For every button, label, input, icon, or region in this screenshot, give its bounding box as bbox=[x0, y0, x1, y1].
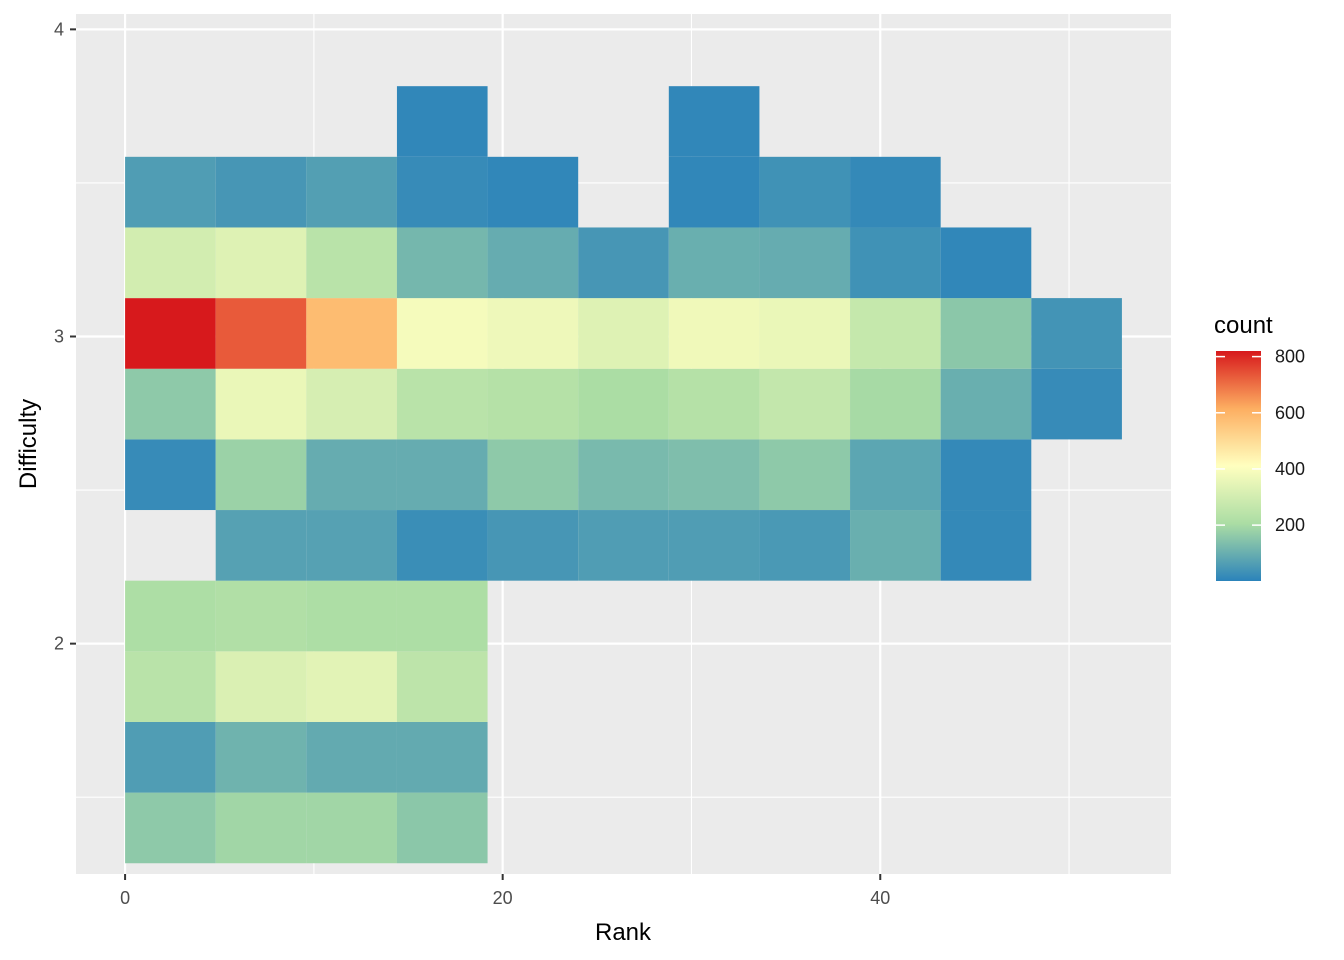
heatmap-cell bbox=[759, 156, 851, 228]
heatmap-cell bbox=[487, 227, 579, 299]
heatmap-cell bbox=[668, 227, 760, 299]
heatmap-cell bbox=[668, 298, 760, 369]
heatmap-cell bbox=[215, 368, 307, 440]
legend-tick-label: 400 bbox=[1275, 459, 1305, 479]
y-axis-title: Difficulty bbox=[15, 399, 42, 489]
heatmap-cell bbox=[306, 368, 397, 440]
heatmap-cell bbox=[396, 156, 488, 228]
x-tick-label: 40 bbox=[870, 888, 890, 908]
heatmap-cell bbox=[215, 510, 307, 581]
heatmap-cell bbox=[487, 368, 579, 440]
heatmap-cell bbox=[668, 156, 760, 228]
heatmap-cell bbox=[125, 368, 216, 440]
y-axis: 2 3 4 bbox=[54, 19, 76, 654]
heatmap-cell bbox=[125, 721, 216, 793]
x-axis-title: Rank bbox=[595, 919, 652, 946]
heatmap-cell bbox=[396, 368, 488, 440]
heatmap-cell bbox=[850, 156, 941, 228]
heatmap-cell bbox=[396, 580, 488, 652]
heatmap-cell bbox=[940, 298, 1032, 369]
heatmap-cell bbox=[215, 651, 307, 722]
heatmap-cell bbox=[668, 86, 760, 157]
heatmap-cell bbox=[215, 580, 307, 652]
heatmap-cell bbox=[396, 86, 488, 157]
heatmap-cell bbox=[487, 439, 579, 511]
legend-tick-label: 600 bbox=[1275, 403, 1305, 423]
heatmap-cell bbox=[125, 792, 216, 864]
legend: count 200 400 600 800 bbox=[1214, 312, 1305, 581]
heatmap-cell bbox=[850, 298, 941, 369]
heatmap-cell bbox=[759, 510, 851, 581]
heatmap-cell bbox=[759, 298, 851, 369]
legend-tick-label: 800 bbox=[1275, 347, 1305, 367]
heatmap-cell bbox=[940, 439, 1032, 511]
heatmap-cell bbox=[668, 439, 760, 511]
x-axis: 0 20 40 bbox=[120, 874, 890, 908]
heatmap-cell bbox=[215, 298, 307, 369]
heatmap-cell bbox=[850, 439, 941, 511]
heatmap-cell bbox=[487, 298, 579, 369]
heatmap-cell bbox=[125, 651, 216, 722]
heatmap-cell bbox=[396, 510, 488, 581]
heatmap-cell bbox=[396, 792, 488, 864]
heatmap-cell bbox=[125, 439, 216, 511]
heatmap-cell bbox=[850, 510, 941, 581]
legend-title: count bbox=[1214, 312, 1273, 339]
heatmap-cell bbox=[306, 651, 397, 722]
heatmap-cell bbox=[578, 298, 669, 369]
heatmap-cell bbox=[125, 156, 216, 228]
heatmap-cell bbox=[306, 721, 397, 793]
y-tick-label: 4 bbox=[54, 19, 64, 39]
heatmap-cell bbox=[668, 510, 760, 581]
heatmap-cell bbox=[125, 580, 216, 652]
heatmap-cell bbox=[306, 439, 397, 511]
y-tick-label: 3 bbox=[54, 327, 64, 347]
heatmap-cell bbox=[1031, 298, 1122, 369]
heatmap-cell bbox=[215, 721, 307, 793]
heatmap-cell bbox=[396, 651, 488, 722]
heatmap-cell bbox=[850, 227, 941, 299]
legend-tick-label: 200 bbox=[1275, 515, 1305, 535]
heatmap-cell bbox=[306, 510, 397, 581]
heatmap-cell bbox=[940, 227, 1032, 299]
y-tick-label: 2 bbox=[54, 634, 64, 654]
x-tick-label: 20 bbox=[493, 888, 513, 908]
x-tick-label: 0 bbox=[120, 888, 130, 908]
heatmap-cell bbox=[396, 439, 488, 511]
legend-colorbar bbox=[1216, 351, 1261, 581]
heatmap-cell bbox=[306, 792, 397, 864]
heatmap-cell bbox=[850, 368, 941, 440]
heatmap-cell bbox=[396, 721, 488, 793]
heatmap-cell bbox=[759, 368, 851, 440]
heatmap-cell bbox=[306, 580, 397, 652]
heatmap-cell bbox=[396, 298, 488, 369]
heatmap-cell bbox=[125, 227, 216, 299]
heatmap-cell bbox=[759, 227, 851, 299]
heatmap-cell bbox=[306, 156, 397, 228]
legend-ticks: 200 400 600 800 bbox=[1216, 347, 1305, 535]
heatmap-cell bbox=[215, 227, 307, 299]
heatmap-cell bbox=[759, 439, 851, 511]
heatmap-cell bbox=[668, 368, 760, 440]
heatmap-cell bbox=[306, 298, 397, 369]
heatmap-cell bbox=[940, 368, 1032, 440]
heatmap-cell bbox=[578, 227, 669, 299]
heatmap-cell bbox=[487, 510, 579, 581]
heatmap-cell bbox=[215, 792, 307, 864]
heatmap-cell bbox=[125, 298, 216, 369]
heatmap-cell bbox=[215, 156, 307, 228]
heatmap-cell bbox=[487, 156, 579, 228]
heatmap-cell bbox=[1031, 368, 1122, 440]
heatmap-cell bbox=[940, 510, 1032, 581]
heatmap-cell bbox=[396, 227, 488, 299]
heatmap-cell bbox=[306, 227, 397, 299]
heatmap-cell bbox=[578, 368, 669, 440]
heatmap-cell bbox=[578, 510, 669, 581]
heatmap-cells bbox=[125, 86, 1122, 864]
heatmap-cell bbox=[578, 439, 669, 511]
heatmap-cell bbox=[215, 439, 307, 511]
